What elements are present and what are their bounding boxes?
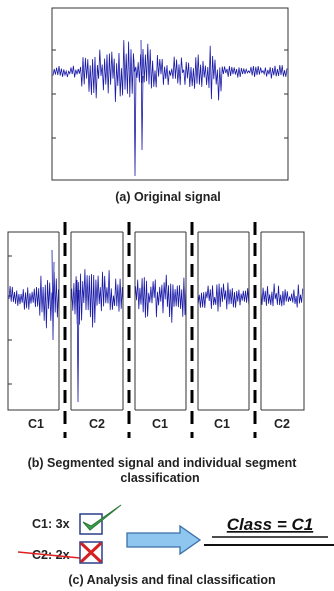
segment-gaps (59, 226, 261, 436)
final-class-result: Class = C1 (227, 515, 313, 534)
segment-frame-lines (8, 231, 304, 411)
segment-label: C2 (274, 417, 290, 431)
segment-separators (63, 222, 257, 438)
panel-b: C1 C2 C1 C1 C2 (b) Segmented signal and … (7, 222, 305, 485)
panel-a-caption: (a) Original signal (115, 190, 221, 204)
segment-labels: C1 C2 C1 C1 C2 (28, 417, 290, 431)
segment-label: C1 (214, 417, 230, 431)
segment-label: C2 (89, 417, 105, 431)
panel-a: (a) Original signal (51, 7, 289, 204)
segment-label: C1 (152, 417, 168, 431)
cross-icon (79, 541, 103, 564)
vote-c2-strikethrough (17, 551, 81, 559)
panel-c-caption: (c) Analysis and final classification (68, 573, 275, 587)
panel-a-ticks (52, 49, 288, 139)
panel-b-caption-line1: (b) Segmented signal and individual segm… (28, 456, 298, 470)
segment-label: C1 (28, 417, 44, 431)
check-icon (79, 504, 122, 535)
panel-b-caption-line2: classification (120, 471, 199, 485)
panel-c: C1: 3x C2: 2x Class = C1 (c) Analysis an… (17, 504, 334, 587)
arrow-icon (126, 524, 202, 556)
original-signal-trace (52, 39, 288, 177)
panel-b-ticks (8, 255, 12, 385)
vote-c1-label: C1: 3x (32, 517, 70, 531)
panel-a-frame (51, 7, 289, 181)
